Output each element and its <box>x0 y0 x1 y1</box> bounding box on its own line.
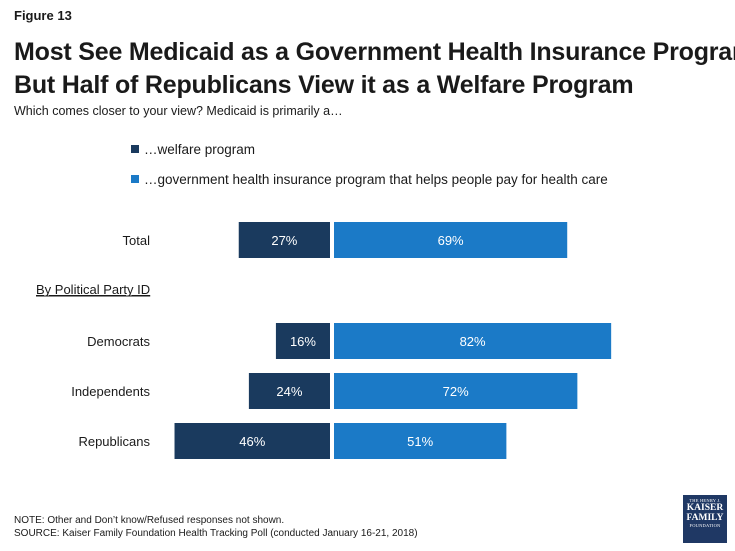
logo-line-2: KAISER <box>686 503 724 513</box>
legend-item-insurance: …government health insurance program tha… <box>130 170 608 188</box>
bar-chart: Total 27% 69% Democrats 16% 82% Independents 24… <box>36 222 612 459</box>
category-label-independents: Independents <box>71 384 150 399</box>
kff-logo: THE HENRY J. KAISER FAMILY FOUNDATION <box>683 495 727 543</box>
chart-subtitle: Which comes closer to your view? Medicai… <box>14 104 343 118</box>
insurance-bar-democrats <box>334 323 612 359</box>
category-label-total: Total <box>123 233 151 248</box>
welfare-value-label-total: 27% <box>271 233 297 248</box>
welfare-bar-democrats <box>275 323 330 359</box>
logo-line-1: THE HENRY J. <box>689 498 721 503</box>
logo-line-3: FAMILY <box>686 513 724 523</box>
legend-swatch-insurance <box>130 174 140 184</box>
welfare-bar-total <box>238 222 330 258</box>
note-text: NOTE: Other and Don’t know/Refused respo… <box>14 515 285 526</box>
chart-title: Most See Medicaid as a Government Health… <box>14 36 735 102</box>
insurance-bar-independents <box>334 373 578 409</box>
insurance-value-label-republicans: 51% <box>407 434 433 449</box>
source-text: SOURCE: Kaiser Family Foundation Health … <box>14 528 418 539</box>
legend-label-welfare: …welfare program <box>144 141 256 157</box>
insurance-bar-republicans <box>334 423 507 459</box>
welfare-bar-republicans <box>174 423 330 459</box>
category-label-democrats: Democrats <box>87 334 150 349</box>
welfare-bar-independents <box>248 373 330 409</box>
notes: NOTE: Other and Don’t know/Refused respo… <box>14 514 418 540</box>
section-label: By Political Party ID <box>36 282 150 297</box>
category-label-republicans: Republicans <box>78 434 150 449</box>
welfare-value-label-independents: 24% <box>276 384 302 399</box>
insurance-bar-total <box>334 222 568 258</box>
figure-label: Figure 13 <box>14 8 72 23</box>
legend-swatch-welfare <box>130 144 140 154</box>
title-line-2: But Half of Republicans View it as a Wel… <box>14 71 634 99</box>
title-line-1: Most See Medicaid as a Government Health… <box>14 38 735 66</box>
welfare-value-label-republicans: 46% <box>239 434 265 449</box>
legend: …welfare program …government health insu… <box>130 140 608 200</box>
legend-item-welfare: …welfare program <box>130 140 608 158</box>
logo-line-4: FOUNDATION <box>689 523 721 528</box>
insurance-value-label-independents: 72% <box>443 384 469 399</box>
insurance-value-label-total: 69% <box>438 233 464 248</box>
insurance-value-label-democrats: 82% <box>460 334 486 349</box>
welfare-value-label-democrats: 16% <box>290 334 316 349</box>
legend-label-insurance: …government health insurance program tha… <box>144 171 608 187</box>
